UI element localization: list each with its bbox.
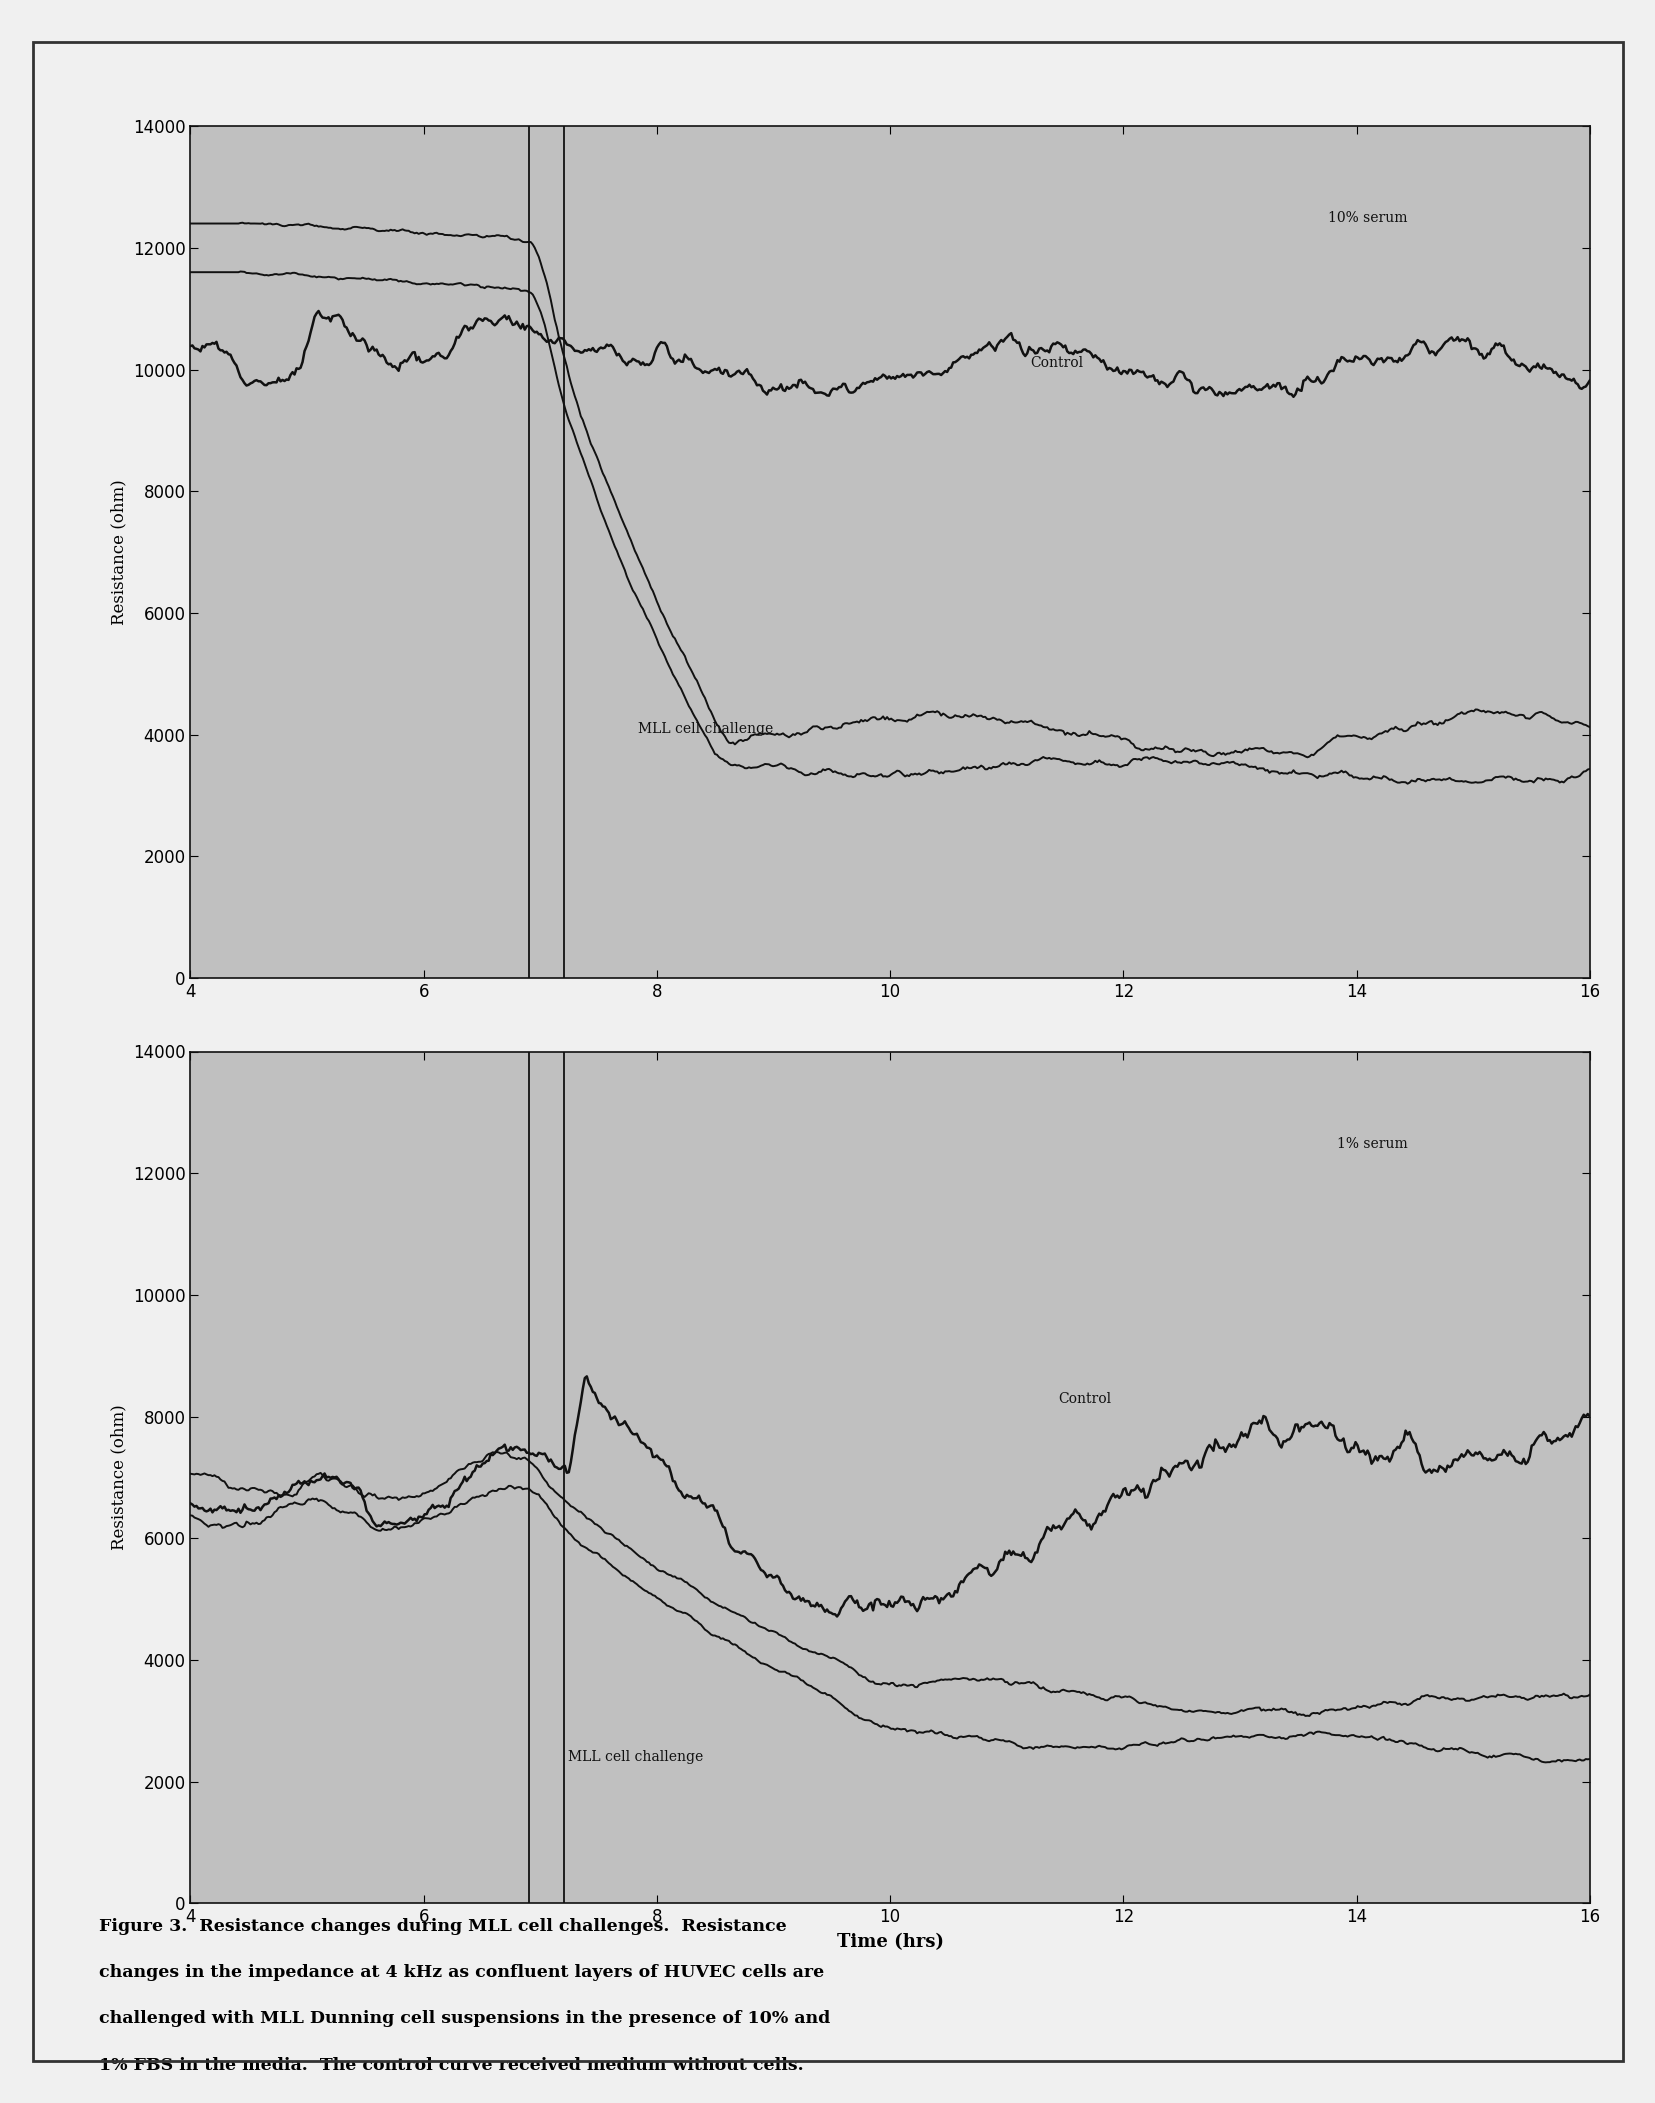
Text: MLL cell challenge: MLL cell challenge <box>568 1750 703 1764</box>
Text: changes in the impedance at 4 kHz as confluent layers of HUVEC cells are: changes in the impedance at 4 kHz as con… <box>99 1964 824 1981</box>
Y-axis label: Resistance (ohm): Resistance (ohm) <box>111 479 127 625</box>
Text: Control: Control <box>1029 355 1082 370</box>
Text: challenged with MLL Dunning cell suspensions in the presence of 10% and: challenged with MLL Dunning cell suspens… <box>99 2010 831 2027</box>
Text: Figure 3.  Resistance changes during MLL cell challenges.  Resistance: Figure 3. Resistance changes during MLL … <box>99 1918 786 1935</box>
Text: 1% FBS in the media.  The control curve received medium without cells.: 1% FBS in the media. The control curve r… <box>99 2057 803 2074</box>
Y-axis label: Resistance (ohm): Resistance (ohm) <box>111 1405 127 1550</box>
Text: Control: Control <box>1058 1392 1111 1407</box>
X-axis label: Time (hrs): Time (hrs) <box>836 1933 943 1952</box>
Text: 1% serum: 1% serum <box>1336 1136 1407 1150</box>
Text: MLL cell challenge: MLL cell challenge <box>637 723 773 736</box>
Text: 10% serum: 10% serum <box>1327 210 1407 225</box>
